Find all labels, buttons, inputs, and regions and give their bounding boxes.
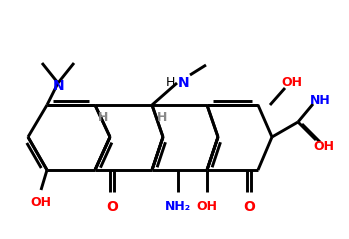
Text: O: O [106,200,118,214]
Text: OH: OH [313,140,334,152]
Text: H: H [165,76,175,89]
Text: OH: OH [196,201,217,213]
Text: N: N [178,76,190,90]
Text: NH: NH [310,93,331,107]
Text: H: H [98,110,108,124]
Text: O: O [243,200,255,214]
Text: OH: OH [30,196,52,208]
Text: N: N [53,79,65,93]
Text: NH₂: NH₂ [165,201,191,213]
Text: OH: OH [282,76,303,88]
Text: H: H [157,110,167,124]
